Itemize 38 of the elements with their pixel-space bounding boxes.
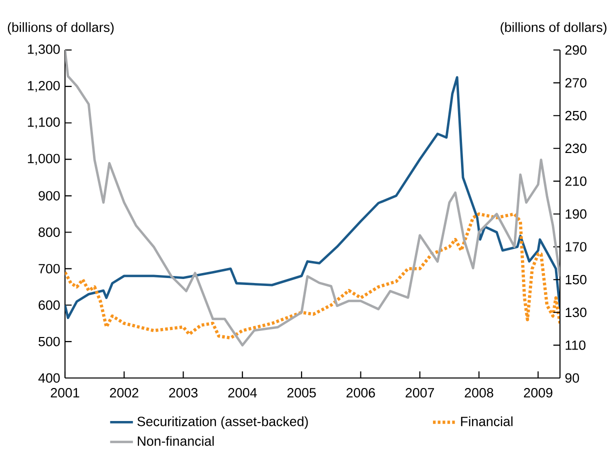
- y-tick-label: 400: [38, 373, 60, 383]
- x-tick-label: 2007: [406, 388, 434, 398]
- y2-tick-label: 150: [566, 274, 586, 284]
- y-tick-label: 700: [38, 264, 60, 274]
- y2-tick-label: 110: [566, 340, 586, 350]
- y-tick-label: 1,200: [28, 80, 60, 92]
- line-series: [65, 212, 560, 340]
- x-tick-label: 2008: [464, 388, 494, 398]
- legend-label: Non-financial: [138, 436, 214, 446]
- x-tick-label: 2003: [169, 388, 198, 398]
- y2-tick-label: 190: [566, 209, 586, 219]
- y2-tick-label: 210: [565, 176, 586, 186]
- line-series: [65, 50, 560, 346]
- x-tick-label: 2004: [228, 388, 257, 398]
- y-tick-label: 1,000: [28, 154, 60, 165]
- legend-label: Financial: [461, 416, 512, 426]
- x-tick-label: 2009: [524, 388, 552, 398]
- x-tick-label: 2006: [346, 388, 375, 398]
- x-tick-label: 2005: [287, 388, 316, 398]
- y-tick-label: 500: [38, 336, 60, 346]
- y2-tick-label: 170: [566, 242, 586, 252]
- y-tick-label: 900: [38, 191, 60, 200]
- x-tick-label: 2002: [110, 388, 138, 398]
- y-tick-label: 600: [38, 300, 60, 310]
- line-series: [65, 76, 560, 320]
- y-axis-title: (billions of dollars): [8, 22, 114, 35]
- y2-axis-title: (billions of dollars): [500, 22, 606, 35]
- y2-tick-label: 290: [565, 45, 586, 55]
- legend-label: Securitization (asset-backed): [137, 416, 308, 429]
- x-tick-label: 2001: [50, 388, 80, 398]
- y-tick-label: 1,100: [28, 117, 60, 128]
- y2-tick-label: 250: [565, 110, 586, 120]
- y2-tick-label: 90: [565, 373, 580, 383]
- y2-tick-label: 270: [565, 78, 586, 88]
- y-tick-label: 800: [38, 228, 60, 237]
- y2-tick-label: 130: [566, 308, 586, 318]
- y2-tick-label: 230: [565, 144, 586, 154]
- y-tick-label: 1,300: [28, 44, 60, 56]
